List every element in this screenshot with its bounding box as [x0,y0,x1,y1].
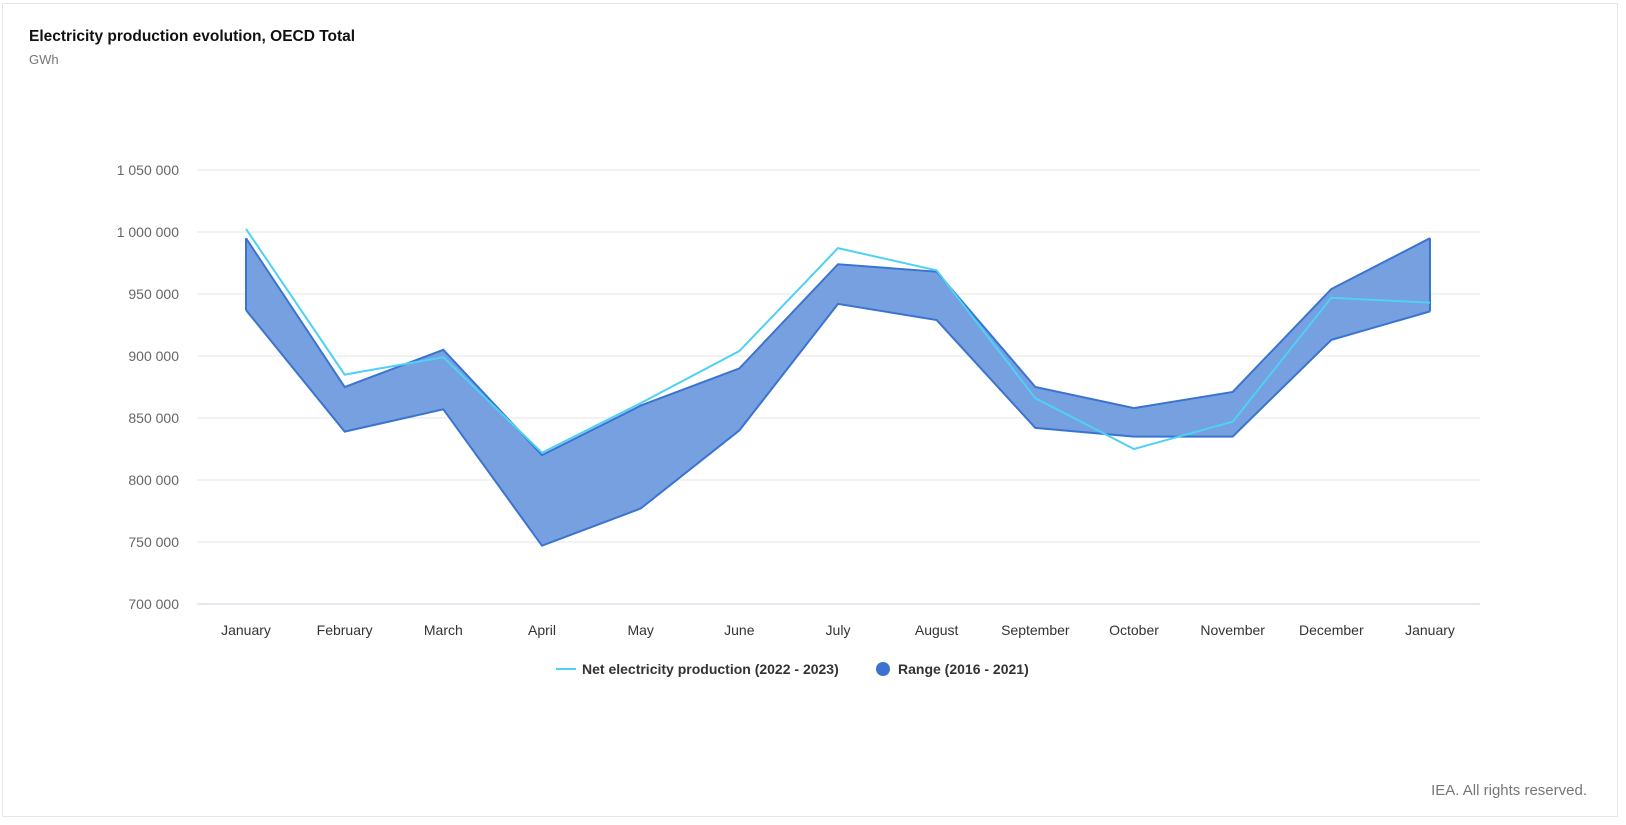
x-tick-label: March [424,622,463,638]
y-tick-label: 850 000 [128,410,179,426]
y-tick-label: 950 000 [128,286,179,302]
chart-unit: GWh [29,52,59,67]
legend-label-range: Range (2016 - 2021) [898,661,1029,677]
range-upper-line [245,237,1431,457]
y-tick-label: 1 000 000 [117,224,179,240]
x-tick-label: September [1001,622,1070,638]
legend-label-net: Net electricity production (2022 - 2023) [582,661,839,677]
y-tick-label: 900 000 [128,348,179,364]
x-tick-label: January [1405,622,1455,638]
x-tick-label: April [528,622,556,638]
chart-title: Electricity production evolution, OECD T… [29,28,356,45]
y-tick-label: 1 050 000 [117,162,179,178]
x-tick-label: November [1200,622,1265,638]
y-tick-label: 800 000 [128,472,179,488]
range-lower-line [245,302,1431,547]
x-tick-label: August [915,622,959,638]
x-tick-label: June [724,622,755,638]
x-tick-label: May [627,622,653,638]
credit-text: IEA. All rights reserved. [1431,782,1587,799]
y-tick-label: 700 000 [128,596,179,612]
x-tick-label: January [221,622,271,638]
net-production-line [245,228,1431,454]
chart-card: Electricity production evolution, OECD T… [2,3,1618,817]
x-tick-label: July [826,622,851,638]
x-tick-label: October [1109,622,1159,638]
legend-range-swatch [876,662,890,676]
y-tick-label: 750 000 [128,534,179,550]
range-area [246,238,1430,546]
x-tick-label: February [317,622,373,638]
x-tick-label: December [1299,622,1364,638]
